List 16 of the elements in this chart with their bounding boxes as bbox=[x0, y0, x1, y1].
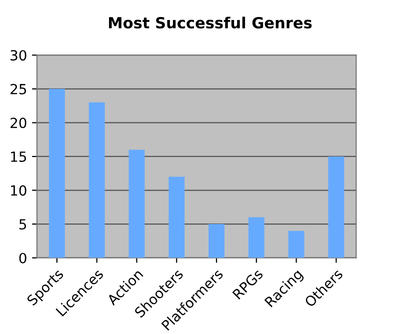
bar bbox=[128, 150, 145, 258]
bar bbox=[88, 102, 105, 258]
bar bbox=[328, 156, 344, 258]
y-tick-label: 30 bbox=[10, 50, 26, 61]
bar bbox=[248, 217, 264, 258]
y-tick-label: 0 bbox=[19, 252, 26, 264]
bar bbox=[288, 230, 304, 258]
bar bbox=[48, 88, 65, 258]
bar bbox=[168, 176, 185, 258]
y-tick-label: 10 bbox=[11, 185, 26, 196]
y-tick-label: 5 bbox=[19, 219, 26, 230]
y-tick-label: 25 bbox=[10, 84, 26, 94]
bar bbox=[208, 224, 224, 258]
chart-title: Most Successful Genres bbox=[109, 16, 312, 29]
y-tick-label: 20 bbox=[10, 118, 26, 128]
y-tick-label: 15 bbox=[11, 152, 26, 162]
